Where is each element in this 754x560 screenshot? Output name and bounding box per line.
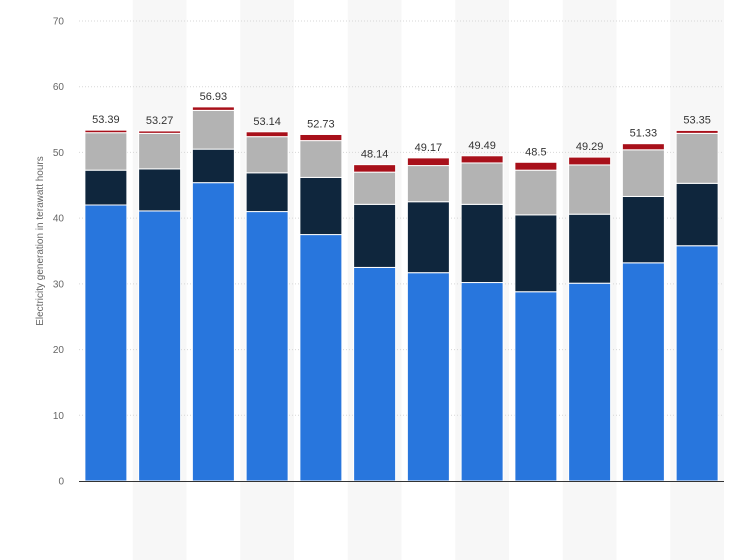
bar-total-label: 56.93 bbox=[200, 91, 228, 103]
bar-segment-series-3 bbox=[245, 136, 289, 174]
bar-segment-series-4 bbox=[568, 156, 612, 166]
y-tick-label: 10 bbox=[53, 411, 65, 422]
bar-segment-series-3 bbox=[84, 132, 128, 171]
bar-segment-series-4 bbox=[675, 129, 719, 134]
gridlines bbox=[79, 20, 724, 416]
bar-segment-series-2 bbox=[406, 201, 450, 274]
bar-segment-series-1 bbox=[406, 272, 450, 482]
bar-segment-series-1 bbox=[568, 282, 612, 482]
y-tick-label: 20 bbox=[53, 345, 65, 356]
bar-segment-series-2 bbox=[568, 213, 612, 284]
bar-segment-series-2 bbox=[353, 203, 397, 268]
bar-segment-series-2 bbox=[621, 195, 665, 264]
bar-segment-series-4 bbox=[406, 157, 450, 167]
bar-segment-series-2 bbox=[460, 203, 504, 284]
bars bbox=[84, 106, 719, 482]
bar-segment-series-2 bbox=[514, 214, 558, 293]
bar-segment-series-3 bbox=[353, 171, 397, 205]
bar-segment-series-1 bbox=[245, 211, 289, 482]
bar-segment-series-3 bbox=[460, 162, 504, 205]
bar-segment-series-1 bbox=[191, 182, 235, 482]
bar-total-label: 48.5 bbox=[525, 146, 546, 158]
bar-total-label: 49.29 bbox=[576, 141, 604, 153]
y-tick-label: 60 bbox=[53, 82, 65, 93]
total-labels: 53.39 53.27 56.93 53.14 52.73 48.14 49.17 49.49… bbox=[92, 91, 711, 161]
bar-segment-series-4 bbox=[299, 133, 343, 142]
bar-segment-series-1 bbox=[299, 234, 343, 482]
bar-segment-series-4 bbox=[621, 143, 665, 151]
y-tick-label: 40 bbox=[53, 214, 65, 225]
bar-total-label: 53.35 bbox=[683, 114, 711, 126]
bar-segment-series-4 bbox=[191, 106, 235, 111]
bar-segment-series-1 bbox=[621, 262, 665, 482]
bar-segment-series-1 bbox=[675, 245, 719, 482]
y-tick-label: 50 bbox=[53, 148, 65, 159]
bar-segment-series-4 bbox=[514, 161, 558, 171]
bar-segment-series-4 bbox=[138, 130, 182, 134]
bar-total-label: 48.14 bbox=[361, 149, 389, 161]
bar-segment-series-1 bbox=[514, 291, 558, 482]
bar-total-label: 51.33 bbox=[630, 128, 658, 140]
bar-segment-series-2 bbox=[84, 169, 128, 206]
y-tick-label: 30 bbox=[53, 279, 65, 290]
bar-segment-series-3 bbox=[675, 132, 719, 184]
bar-total-label: 53.27 bbox=[146, 115, 174, 127]
bar-segment-series-3 bbox=[406, 165, 450, 203]
bar-total-label: 52.73 bbox=[307, 118, 335, 130]
y-axis-label: Electricity generation in terawatt hours bbox=[35, 156, 46, 326]
bar-segment-series-2 bbox=[245, 172, 289, 213]
bar-total-label: 49.49 bbox=[468, 140, 496, 152]
bar-segment-series-4 bbox=[353, 164, 397, 173]
bar-segment-series-3 bbox=[299, 140, 343, 178]
bar-segment-series-1 bbox=[138, 210, 182, 482]
bar-segment-series-3 bbox=[621, 149, 665, 197]
bar-total-label: 53.14 bbox=[253, 116, 281, 128]
bar-segment-series-1 bbox=[460, 282, 504, 482]
bar-segment-series-1 bbox=[353, 266, 397, 482]
bar-segment-series-2 bbox=[191, 148, 235, 184]
y-tick-label: 70 bbox=[53, 17, 65, 28]
bar-segment-series-1 bbox=[84, 204, 128, 482]
bar-segment-series-4 bbox=[460, 155, 504, 164]
bar-total-label: 53.39 bbox=[92, 114, 120, 126]
bar-segment-series-2 bbox=[138, 168, 182, 212]
y-tick-label: 0 bbox=[58, 477, 64, 488]
y-axis-ticks: 0 10 20 30 40 50 60 70 bbox=[53, 17, 65, 488]
bar-segment-series-4 bbox=[245, 131, 289, 138]
bar-segment-series-2 bbox=[299, 176, 343, 236]
bar-segment-series-4 bbox=[84, 129, 128, 134]
bar-segment-series-3 bbox=[138, 132, 182, 170]
bar-segment-series-3 bbox=[514, 169, 558, 216]
bar-segment-series-2 bbox=[675, 182, 719, 247]
bar-total-label: 49.17 bbox=[415, 142, 443, 154]
bar-segment-series-3 bbox=[568, 164, 612, 215]
bar-segment-series-3 bbox=[191, 109, 235, 150]
